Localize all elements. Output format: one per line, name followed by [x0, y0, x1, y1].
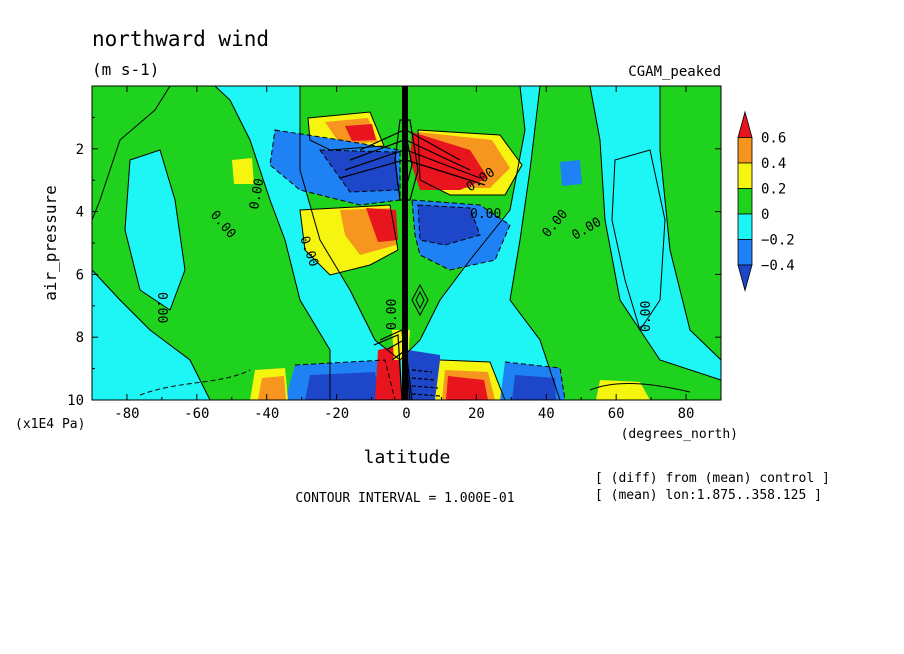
contour-fill-yellow-sh-small — [322, 224, 346, 248]
contour-interval-label: CONTOUR INTERVAL = 1.000E-01 — [295, 491, 514, 506]
contour-fill-green-nh-pole — [660, 86, 721, 360]
contour-fill-red-nh-surface — [446, 376, 488, 400]
x-tick-label-4: 0 — [402, 406, 410, 422]
colorbar-label-0: 0.6 — [761, 131, 786, 147]
contour-fill-yellow-sh-small2 — [232, 158, 254, 184]
x-tick-label-1: -60 — [184, 406, 209, 422]
x-tick-label-0: -80 — [114, 406, 139, 422]
contour-line-nh-surface-pos — [439, 359, 506, 400]
contour-label-2: 0.00 — [247, 177, 267, 210]
contour-label-7: 0.00 — [639, 301, 654, 332]
colorbar-label-3: 0 — [761, 207, 769, 223]
contour-fill-green-sh-pole — [92, 86, 170, 220]
contour-line-sh-mid-pos — [299, 204, 399, 276]
chart-subtitle: (m s-1) — [92, 60, 159, 79]
contour-line-sh-surface-neg — [294, 359, 396, 400]
contour-line-nh-surface-neg — [504, 361, 566, 400]
contour-label-4: 0.00 — [154, 292, 169, 323]
x-tick-label-5: 20 — [468, 406, 485, 422]
x-axis-label: latitude — [364, 447, 451, 468]
contour-line-nh-pole — [659, 86, 721, 361]
x-tick-label-6: 40 — [538, 406, 555, 422]
contour-line-center-east — [399, 86, 526, 361]
contour-fill-darkblue-sh-upper — [320, 150, 398, 192]
x-tick-label-3: -20 — [324, 406, 349, 422]
contour-line-nh-mid — [509, 86, 561, 400]
contour-fill-red-sh-upper — [345, 124, 376, 141]
y-tick-label-2: 6 — [76, 267, 84, 283]
y-axis-label: air_pressure — [41, 185, 60, 301]
contour-line-nh-pocket — [611, 149, 666, 332]
x-units: (degrees_north) — [621, 427, 738, 442]
contour-line-eq-diamond-inner — [415, 290, 425, 310]
contour-line-sh — [92, 269, 211, 400]
contour-label-9: 0.00 — [470, 207, 501, 222]
colorbar-swatch-1 — [737, 137, 753, 164]
x-axis: -80 -60 -40 -20 0 20 40 60 80 — [91, 86, 722, 422]
contour-fill-darkblue-sh-surface — [305, 372, 380, 400]
x-tick-label-7: 60 — [608, 406, 625, 422]
contour-line-nh-wave — [589, 383, 691, 393]
colorbar-label-5: −0.4 — [761, 258, 795, 274]
experiment-label: CGAM_peaked — [628, 64, 721, 80]
contour-line-nh-mid-neg-inner — [417, 204, 481, 246]
contour-fill-green-sh-mid — [170, 160, 250, 330]
contour-label-10: 0.00 — [385, 299, 400, 330]
colorbar-swatch-5 — [737, 239, 753, 266]
plot-area — [92, 86, 721, 400]
equator-band — [402, 86, 408, 400]
contour-line-sh-upper-neg — [269, 129, 401, 206]
x-tick-label-8: 80 — [678, 406, 695, 422]
x-tick-label-2: -40 — [254, 406, 279, 422]
y-axis: 2 4 6 8 10 — [67, 116, 721, 409]
colorbar-label-4: −0.2 — [761, 233, 795, 249]
colorbar-swatch-6 — [737, 264, 753, 293]
contour-fill-cyan-sh — [125, 150, 185, 310]
contour-fill-red-sh-mid — [366, 208, 398, 242]
contour-fill-cyan-nh — [612, 150, 665, 330]
contour-line-sh-wave — [139, 369, 251, 396]
y-units: (x1E4 Pa) — [15, 417, 85, 432]
colorbar-swatch-0 — [737, 110, 753, 138]
contour-fill-darkblue-nh-surface — [512, 375, 556, 400]
contour-line-sh-upper-pos — [307, 111, 385, 151]
colorbar: 0.6 0.4 0.2 0 −0.2 −0.4 — [737, 110, 795, 293]
colorbar-swatch-4 — [737, 213, 753, 240]
colorbar-swatch-3 — [737, 188, 753, 215]
contour-line-sh-mid — [214, 86, 331, 400]
chart-title: northward wind — [92, 27, 269, 51]
y-tick-label-4: 10 — [67, 393, 84, 409]
contour-line-sh-pocket — [124, 149, 186, 311]
cluster-upper-fan-w — [339, 129, 405, 179]
colorbar-swatch-2 — [737, 162, 753, 189]
colorbar-label-1: 0.4 — [761, 156, 786, 172]
y-tick-label-0: 2 — [76, 142, 84, 158]
contour-line-sh-pole — [92, 86, 171, 221]
contour-line-nh — [589, 86, 721, 381]
y-tick-label-1: 4 — [76, 205, 84, 221]
note-line-1: [ (diff) from (mean) control ] — [595, 471, 830, 486]
contour-fill-orange-sh-surface — [258, 376, 286, 400]
cluster-upper-fan — [405, 129, 486, 186]
colorbar-label-2: 0.2 — [761, 182, 786, 198]
contour-fill-blue-nh-pole-spot — [560, 160, 582, 186]
note-line-2: [ (mean) lon:1.875..358.125 ] — [595, 488, 822, 503]
contour-line-eq-diamond — [411, 283, 429, 317]
contour-fill-darkblue-nh-mid — [418, 205, 480, 245]
contour-line-nh-upper-pos — [417, 129, 523, 196]
contour-line-nh-mid-neg — [411, 199, 511, 271]
contour-fill-red-nh-upper — [410, 132, 488, 190]
y-tick-label-3: 8 — [76, 330, 84, 346]
